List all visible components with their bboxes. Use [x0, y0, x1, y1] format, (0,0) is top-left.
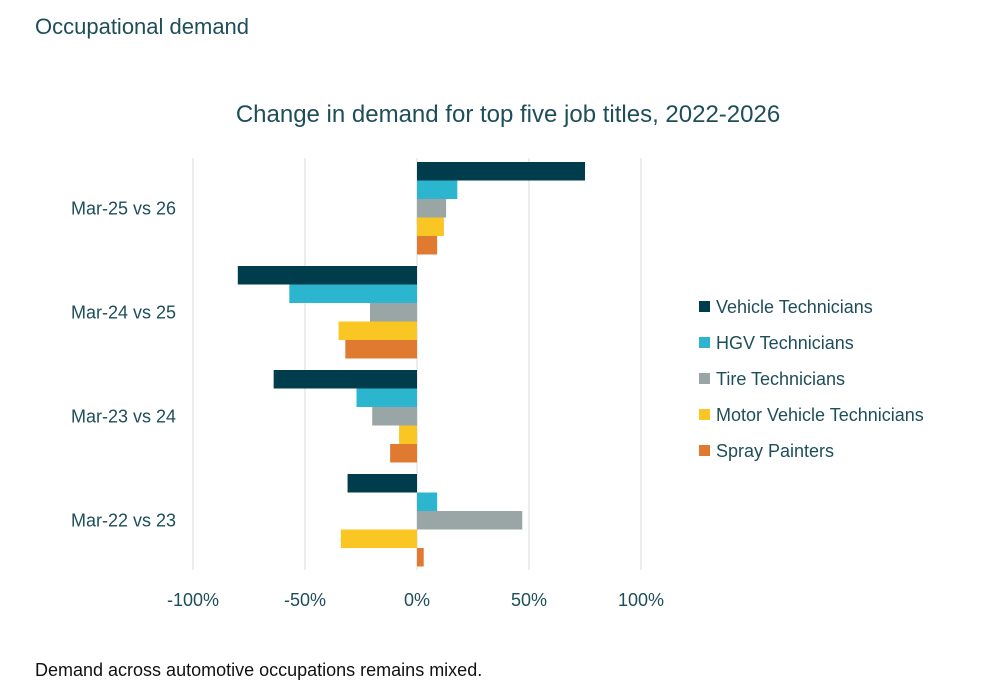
- category-labels: Mar-25 vs 26 Mar-24 vs 25 Mar-23 vs 24 Mar-…: [71, 198, 176, 530]
- bars: [237, 162, 585, 567]
- bar: [417, 548, 424, 567]
- category-label: Mar-22 vs 23: [71, 510, 176, 530]
- bar: [372, 407, 417, 426]
- bar: [417, 236, 438, 255]
- legend-label: Motor Vehicle Technicians: [716, 405, 924, 425]
- legend-label: Spray Painters: [716, 441, 834, 461]
- legend-swatch: [699, 337, 710, 348]
- bar: [399, 425, 417, 444]
- bar: [356, 388, 417, 407]
- bar: [390, 444, 417, 463]
- x-tick-label: 0%: [404, 590, 430, 610]
- x-tick-label: 100%: [618, 590, 664, 610]
- bar: [417, 492, 438, 511]
- x-tick-label: -100%: [167, 590, 219, 610]
- legend-label: Vehicle Technicians: [716, 297, 873, 317]
- category-label: Mar-24 vs 25: [71, 302, 176, 322]
- bar: [417, 511, 523, 530]
- legend: Vehicle Technicians HGV Technicians Tire T…: [699, 297, 924, 461]
- bar: [345, 340, 417, 359]
- bar: [237, 266, 417, 285]
- bar: [340, 529, 417, 548]
- legend-swatch: [699, 409, 710, 420]
- bar: [289, 284, 417, 303]
- bar: [347, 474, 417, 493]
- category-label: Mar-23 vs 24: [71, 406, 176, 426]
- page-caption: Demand across automotive occupations rem…: [35, 660, 483, 680]
- legend-swatch: [699, 301, 710, 312]
- bar: [338, 321, 417, 340]
- bar: [369, 303, 417, 322]
- page-heading: Occupational demand: [35, 14, 250, 39]
- x-tick-label: 50%: [511, 590, 547, 610]
- demand-chart: Change in demand for top five job titles…: [71, 101, 924, 610]
- legend-swatch: [699, 445, 710, 456]
- chart-title: Change in demand for top five job titles…: [236, 101, 780, 128]
- legend-label: Tire Technicians: [716, 369, 845, 389]
- legend-label: HGV Technicians: [716, 333, 854, 353]
- legend-swatch: [699, 373, 710, 384]
- bar: [417, 199, 447, 218]
- bar: [417, 217, 444, 236]
- x-axis-ticks: -100% -50% 0% 50% 100%: [167, 590, 664, 610]
- bar: [417, 180, 458, 199]
- bar: [417, 162, 585, 181]
- x-tick-label: -50%: [284, 590, 326, 610]
- bar: [273, 370, 417, 389]
- category-label: Mar-25 vs 26: [71, 198, 176, 218]
